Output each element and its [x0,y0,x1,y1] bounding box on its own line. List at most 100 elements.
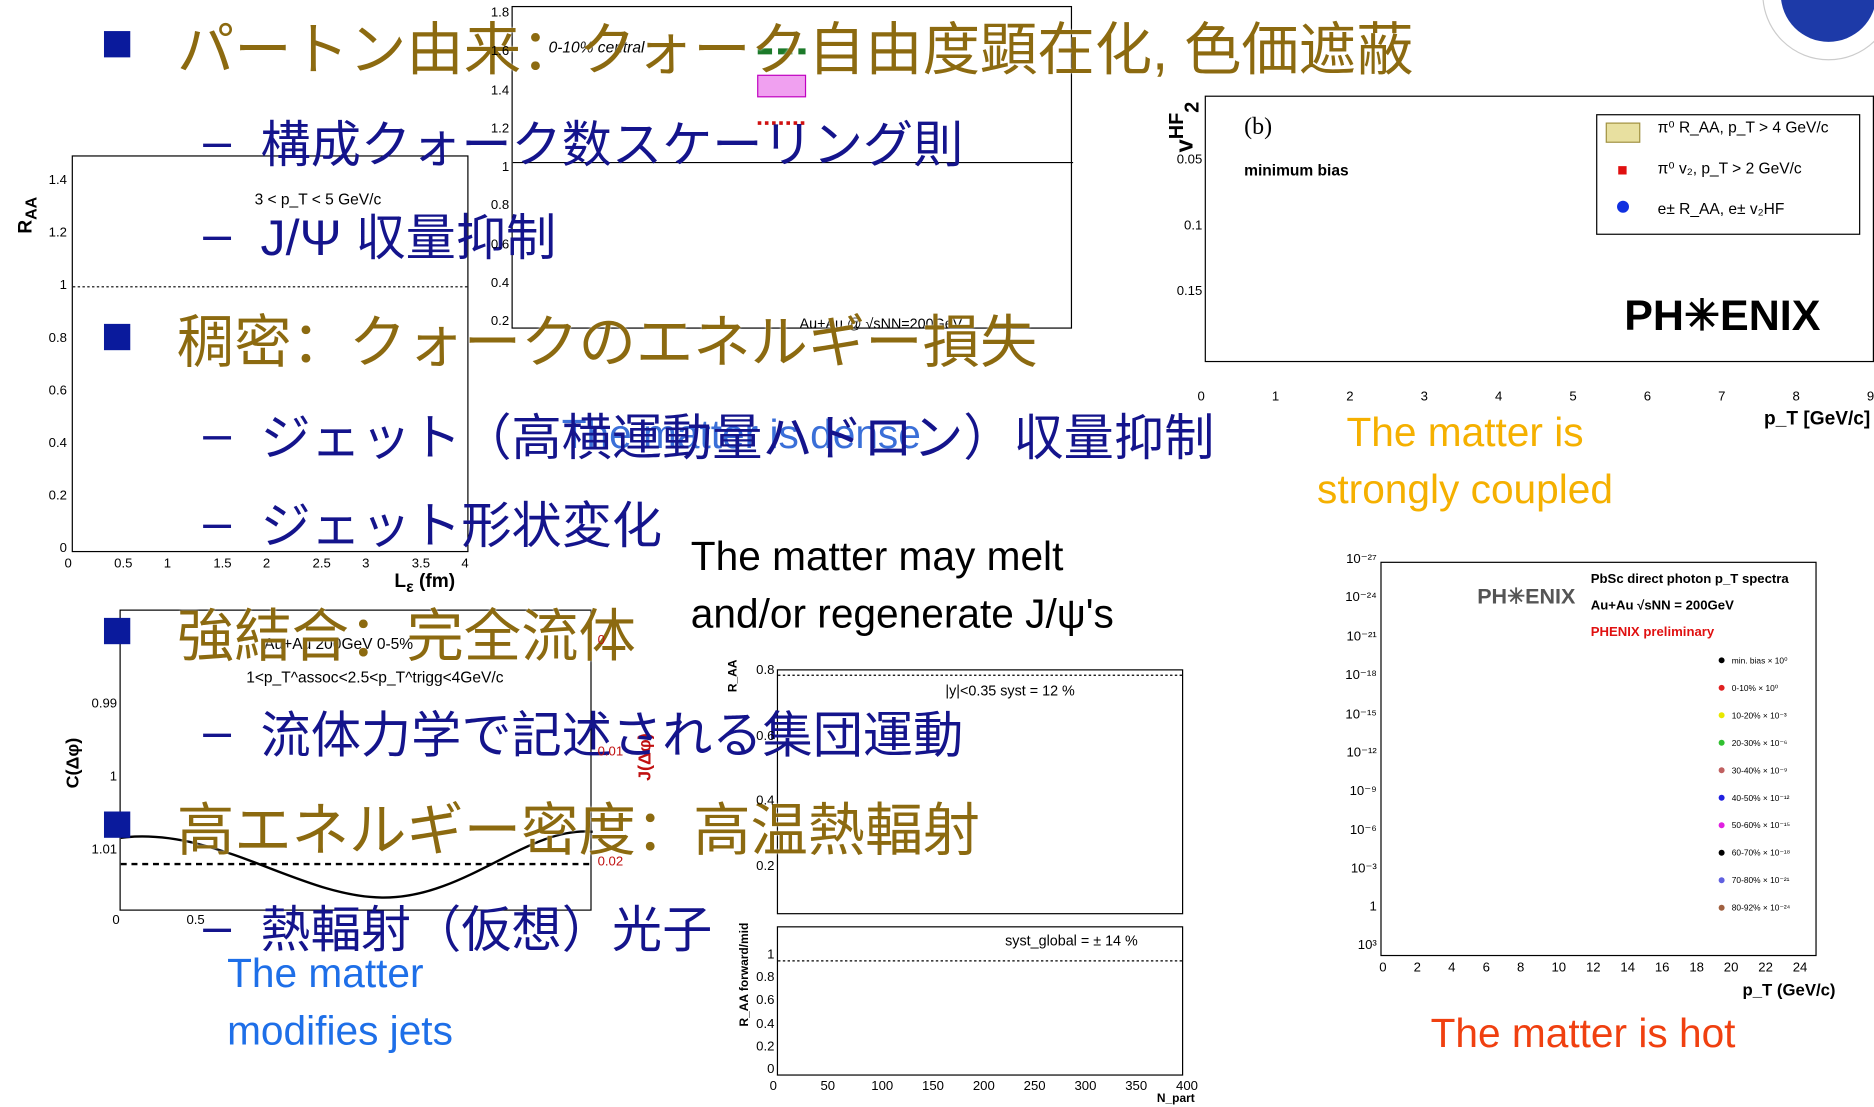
bullet-dash: – [203,898,231,955]
y-label-main: R [16,220,36,234]
y-label-main: v [1172,139,1198,152]
caption-line: modifies jets [227,1003,453,1060]
tick-label: 1.2 [49,226,67,240]
tick-label: 0.6 [49,384,67,398]
tick-label: 10³ [1358,938,1377,952]
tick-label: 0 [112,913,119,927]
section-heading: 稠密：クォークのエネルギー損失 [177,295,1038,379]
bullet-square [104,324,130,350]
tick-label: 1.6 [491,45,509,59]
caption-hot: The matter is hot [1431,1005,1736,1062]
tick-label: 10⁻²¹ [1346,628,1376,644]
tick-label: 10 [1551,961,1566,975]
lower-y-label: R_AA forward/mid [739,923,752,1027]
tick-label: 0.6 [491,237,509,251]
bullet-square [104,812,130,838]
tick-label: 50 [820,1079,835,1093]
legend-text: 40-50% × 10⁻¹² [1732,795,1790,803]
tick-label: 0.5 [186,913,204,927]
y-label-sub: AA [22,197,40,220]
legend-entry: π⁰ v₂, p_T > 2 GeV/c [1658,159,1829,200]
tick-label: 100 [871,1079,893,1093]
tick-label: 0.6 [756,729,774,743]
section-heading: 高エネルギー密度：高温熱輻射 [177,783,980,867]
legend-entry: e± R_AA, e± v₂HF [1658,200,1829,241]
legend-entry: π⁰ R_AA, p_T > 4 GeV/c [1658,118,1829,159]
system: Au+Au √sNN = 200GeV [1591,599,1734,613]
cuts: |y|<0.35 syst = 12 % [945,682,1074,699]
legend-swatch [1719,850,1725,856]
tick-label: 1 [1369,899,1376,913]
legend-entry: 40-50% × 10⁻¹² [1719,794,1791,821]
tick-label: 0 [1379,961,1386,975]
slide: 3 < p_T < 5 GeV/c RAA Lε (fm) 0-10% cent… [0,0,1874,1107]
plot-area [778,927,1184,1076]
bullet-square [104,618,130,644]
tick-label: 2 [263,557,270,571]
tick-label: 0.99 [92,697,118,711]
tick-label: 1.01 [92,843,118,857]
bullet-dash: – [203,494,231,551]
note: minimum bias [1244,161,1348,179]
legend-text: 80-92% × 10⁻²⁴ [1732,905,1790,913]
tick-label: 4 [1448,961,1455,975]
tick-label: 1 [767,948,774,962]
tick-label: 10⁻¹⁵ [1345,706,1376,722]
tick-label: 3 [1421,390,1428,404]
tick-label: 3.5 [412,557,430,571]
tick-label: 0.01 [598,744,624,758]
figure-jpsi-ratio: syst_global = ± 14 % [777,926,1183,1075]
figure-photon: PbSc direct photon p_T spectra Au+Au √sN… [1380,562,1816,956]
tick-label: 22 [1758,961,1773,975]
tick-label: 1 [60,278,67,292]
tick-label: 3 [362,557,369,571]
y-label-sub: 2 [1180,102,1203,113]
tick-label: 0 [65,557,72,571]
tick-label: 1 [164,557,171,571]
tick-label: 0.8 [756,971,774,985]
syst: syst_global = ± 14 % [1005,932,1138,949]
legend-entry: 30-40% × 10⁻⁹ [1719,766,1791,793]
x-label: p_T [GeV/c] [1764,409,1870,431]
y-label: R_AA [727,660,740,693]
tick-label: 10⁻²⁷ [1346,551,1377,567]
tick-label: 8 [1792,390,1799,404]
tick-label: 7 [1718,390,1725,404]
tick-label: 10⁻⁹ [1350,783,1377,799]
tick-label: 0.4 [49,436,67,450]
legend-swatch [1719,905,1725,911]
legend-swatch [1719,657,1725,663]
section-item: 熱輻射（仮想）光子 [261,890,713,963]
bullet-dash: – [203,405,231,462]
slide-canvas: 3 < p_T < 5 GeV/c RAA Lε (fm) 0-10% cent… [0,0,1874,1107]
tick-label: 0.4 [756,1017,774,1031]
x-label: N_part [1157,1092,1195,1105]
legend-entry: 10-20% × 10⁻³ [1719,711,1791,738]
caption-line: strongly coupled [1317,461,1613,518]
caption-melt: The matter may meltand/or regenerate J/ψ… [691,528,1114,643]
status: PHENIX preliminary [1591,625,1714,639]
tick-label: 250 [1024,1079,1046,1093]
legend-text: 70-80% × 10⁻²¹ [1732,877,1790,885]
tick-label: 0.4 [756,794,774,808]
y-label-sup: HF [1165,113,1188,140]
legend-entry: 60-70% × 10⁻¹⁸ [1719,849,1791,876]
tick-label: 16 [1655,961,1670,975]
tick-label: 300 [1074,1079,1096,1093]
tick-label: 0.8 [491,199,509,213]
tick-label: 12 [1586,961,1601,975]
legend-entry: 20-30% × 10⁻⁶ [1719,739,1791,766]
section-heading: 強結合：完全流体 [177,589,636,673]
legend-text: 30-40% × 10⁻⁹ [1732,767,1788,775]
tick-label: 0.2 [491,314,509,328]
y-label: vHF2 [1165,102,1204,153]
tick-label: 4 [461,557,468,571]
tick-label: 20 [1724,961,1739,975]
tick-label: 0.8 [49,331,67,345]
legend-swatch [1719,712,1725,718]
legend-swatch [1719,767,1725,773]
tick-label: 1.2 [491,122,509,136]
